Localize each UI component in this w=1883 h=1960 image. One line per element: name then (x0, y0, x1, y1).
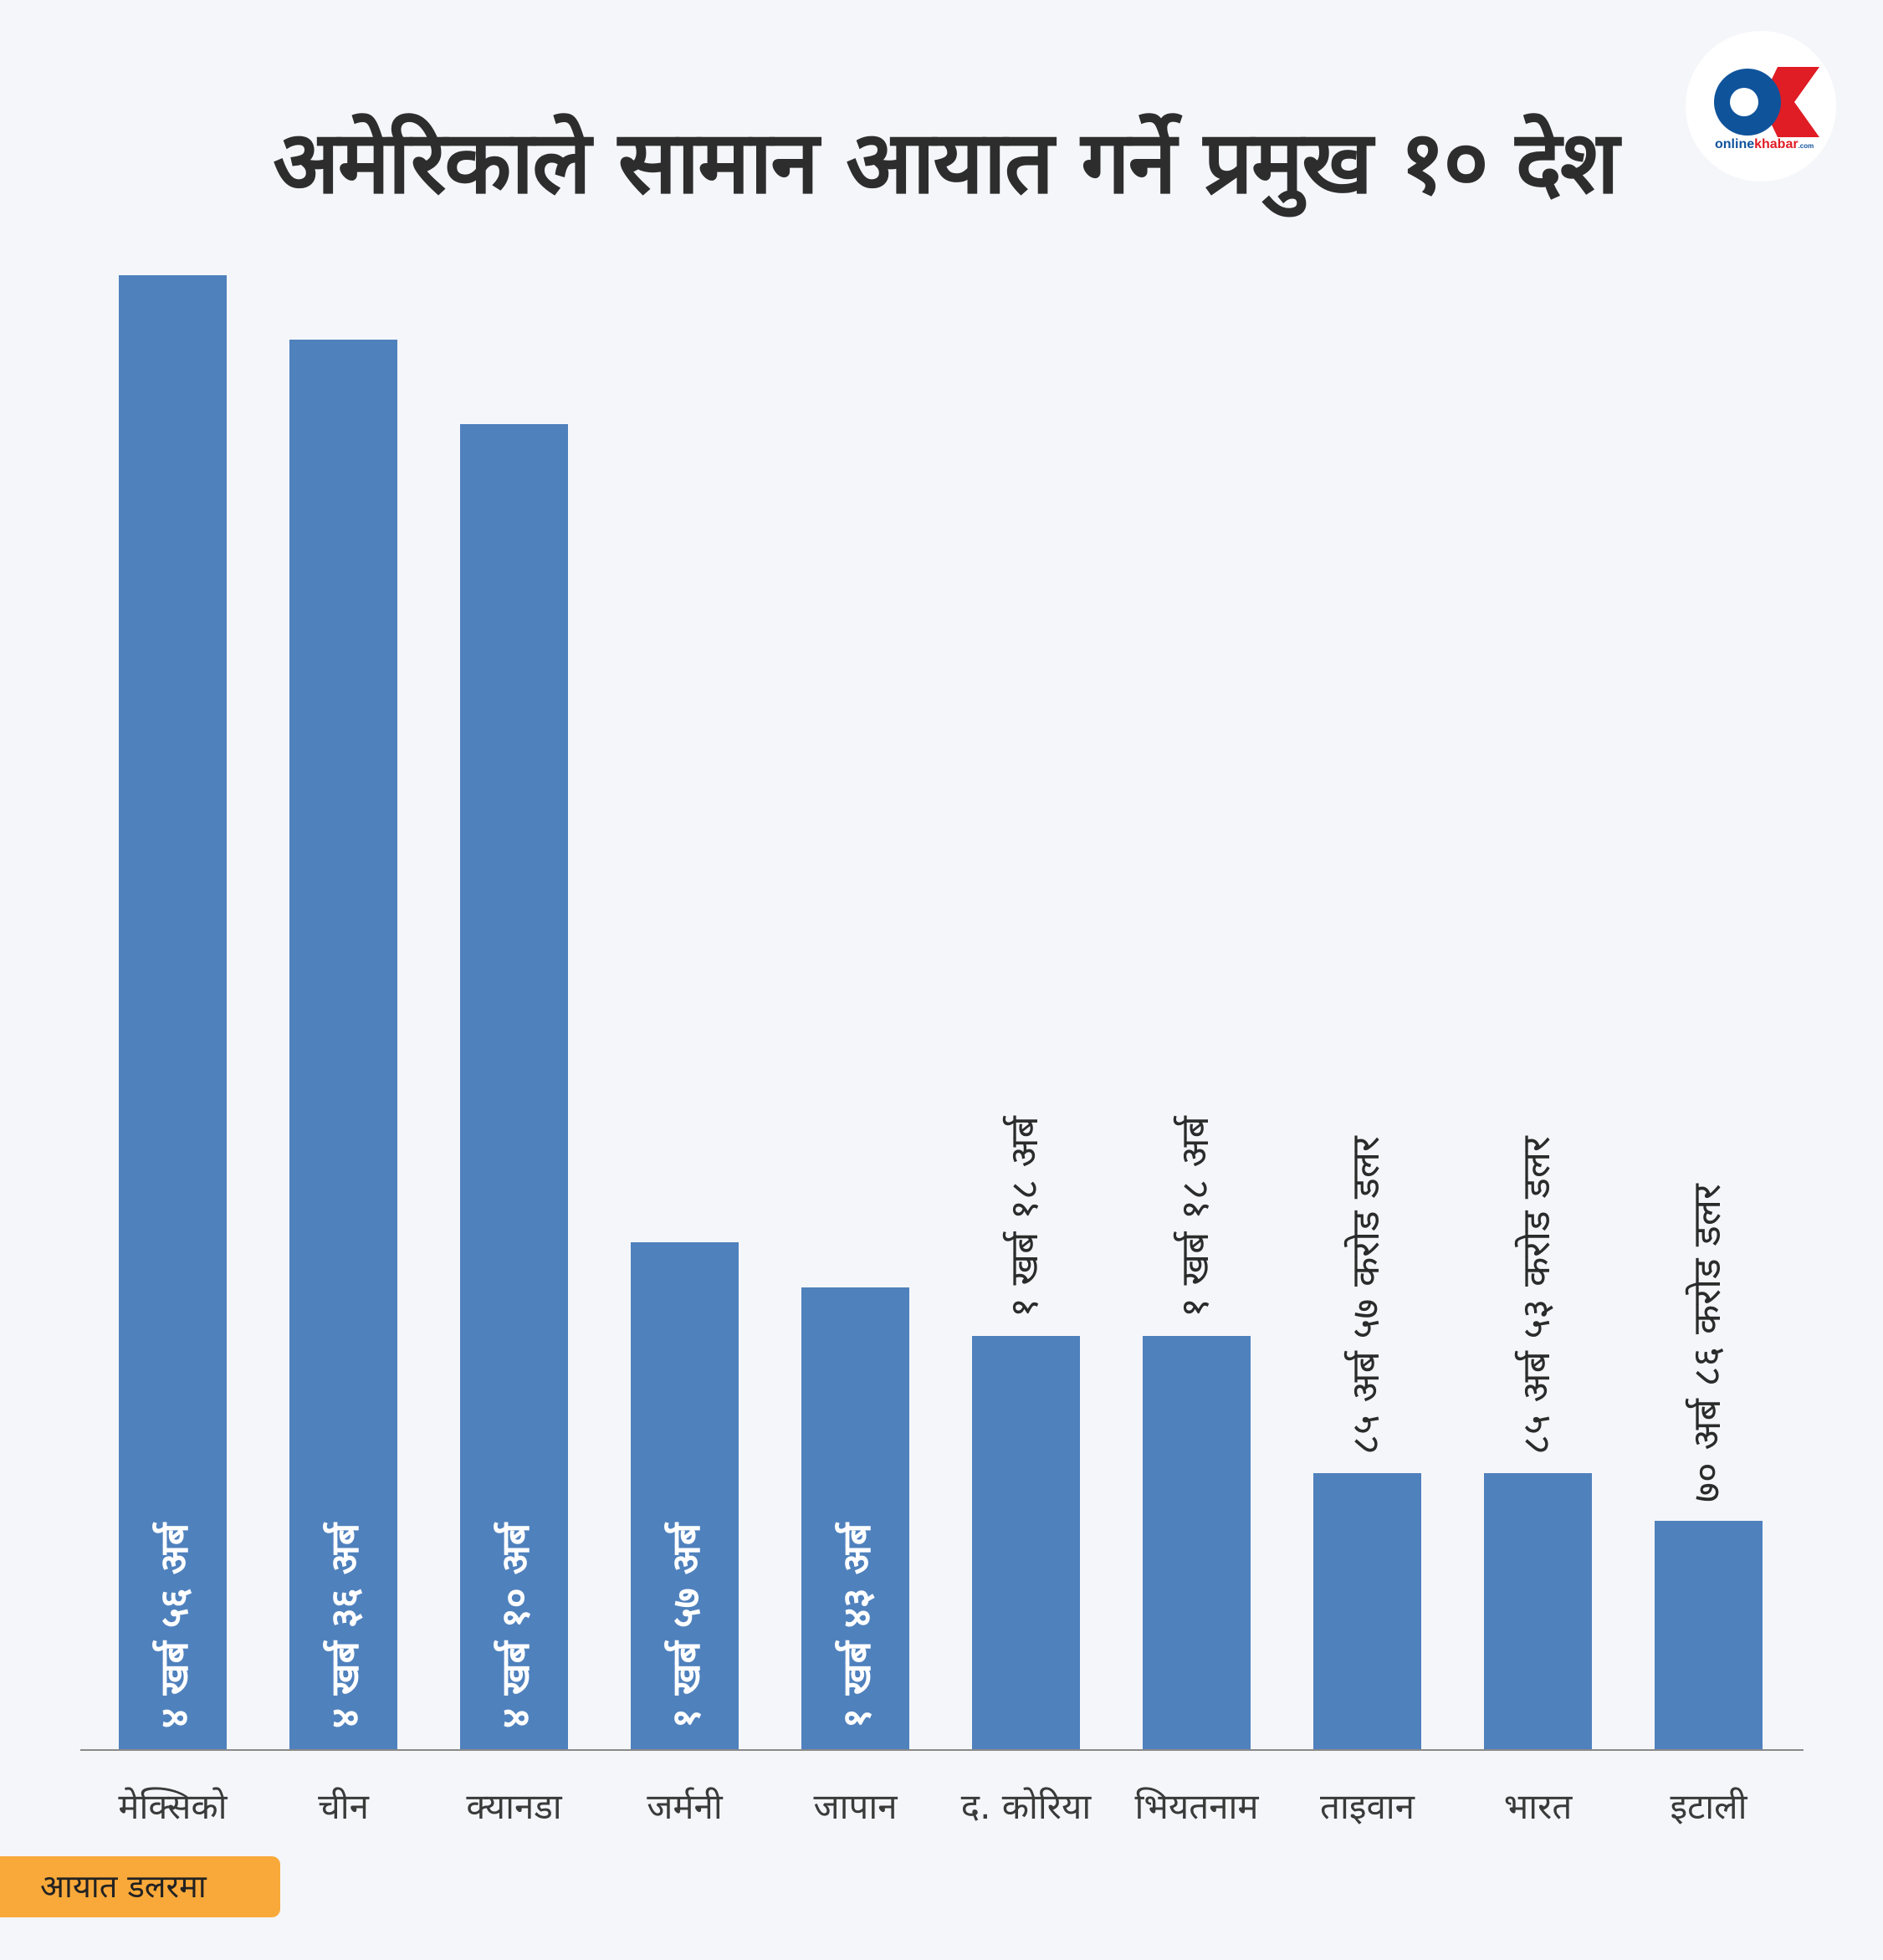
data-label: ४ खर्ब ३६ अर्ब (322, 1522, 367, 1728)
bar-9 (1655, 1521, 1763, 1750)
unit-note-badge: आयात डलरमा (0, 1856, 280, 1917)
category-label: भारत (1503, 1786, 1573, 1827)
data-label: ४ खर्ब १० अर्ब (493, 1522, 538, 1728)
category-label: जर्मनी (647, 1786, 723, 1827)
data-label: १ खर्ब १८ अर्ब (1001, 1116, 1046, 1318)
x-axis-line (80, 1749, 1804, 1751)
chart-title: अमेरिकाले सामान आयात गर्ने प्रमुख १० देश (273, 111, 1619, 213)
bar-4 (801, 1287, 909, 1750)
category-label: ताइवान (1320, 1786, 1415, 1827)
data-label: ८५ अर्ब ५३ करोड डलर (1513, 1136, 1558, 1456)
bar-0 (119, 275, 227, 1750)
bar-7 (1313, 1473, 1421, 1750)
bar-5 (972, 1336, 1080, 1750)
category-label: जापान (813, 1786, 898, 1827)
category-label: भियतनाम (1134, 1786, 1259, 1827)
svg-text:onlinekhabar.com: onlinekhabar.com (1715, 137, 1814, 151)
data-label: १ खर्ब ५७ अर्ब (663, 1522, 709, 1728)
bar-1 (289, 340, 397, 1750)
category-label: क्यानडा (466, 1786, 562, 1827)
onlinekhabar-logo: onlinekhabar.com (1686, 31, 1836, 182)
bar-3 (631, 1242, 739, 1750)
data-label: १ खर्ब १८ अर्ब (1172, 1116, 1217, 1318)
data-label: ८५ अर्ब ५७ करोड डलर (1343, 1136, 1388, 1456)
bar-2 (460, 423, 568, 1750)
bar-6 (1143, 1336, 1251, 1750)
data-label: १ खर्ब ४३ अर्ब (834, 1522, 879, 1728)
bar-8 (1484, 1473, 1592, 1750)
category-label: चीन (318, 1786, 369, 1827)
category-label: द. कोरिया (960, 1786, 1092, 1827)
category-label: इटाली (1670, 1786, 1747, 1827)
data-label: ७० अर्ब ८६ करोड डलर (1684, 1184, 1729, 1503)
category-label: मेक्सिको (118, 1786, 228, 1827)
data-label: ४ खर्ब ५६ अर्ब (151, 1522, 197, 1728)
